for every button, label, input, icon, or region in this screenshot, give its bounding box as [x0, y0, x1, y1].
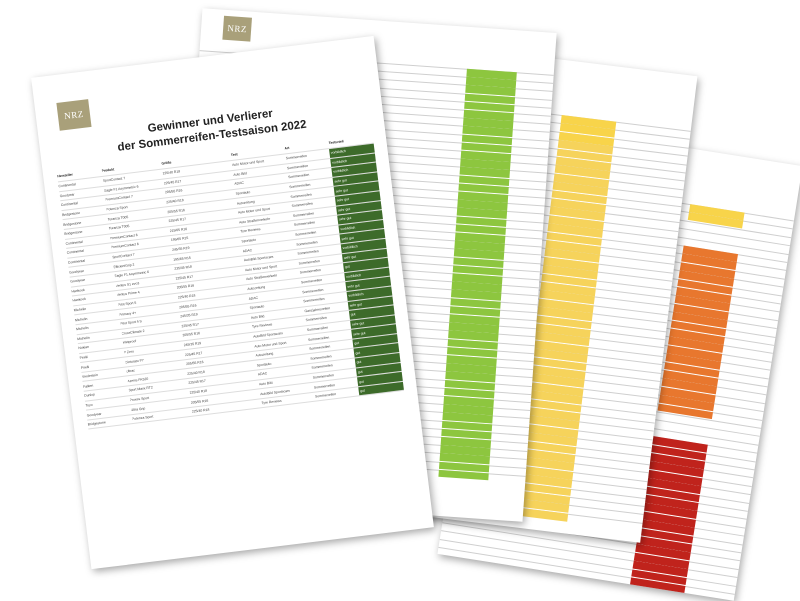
- logo: NRZ: [56, 99, 92, 131]
- table: Hersteller Produkt Größe Test Art Testurteil C…: [56, 132, 405, 430]
- logo: NRZ: [222, 15, 252, 42]
- front-page: NRZ Gewinner und Verlierer der Sommerreif…: [31, 35, 434, 570]
- table-cell: Bridgestone: [87, 420, 107, 427]
- table-cell: Sommerreifen: [314, 392, 337, 399]
